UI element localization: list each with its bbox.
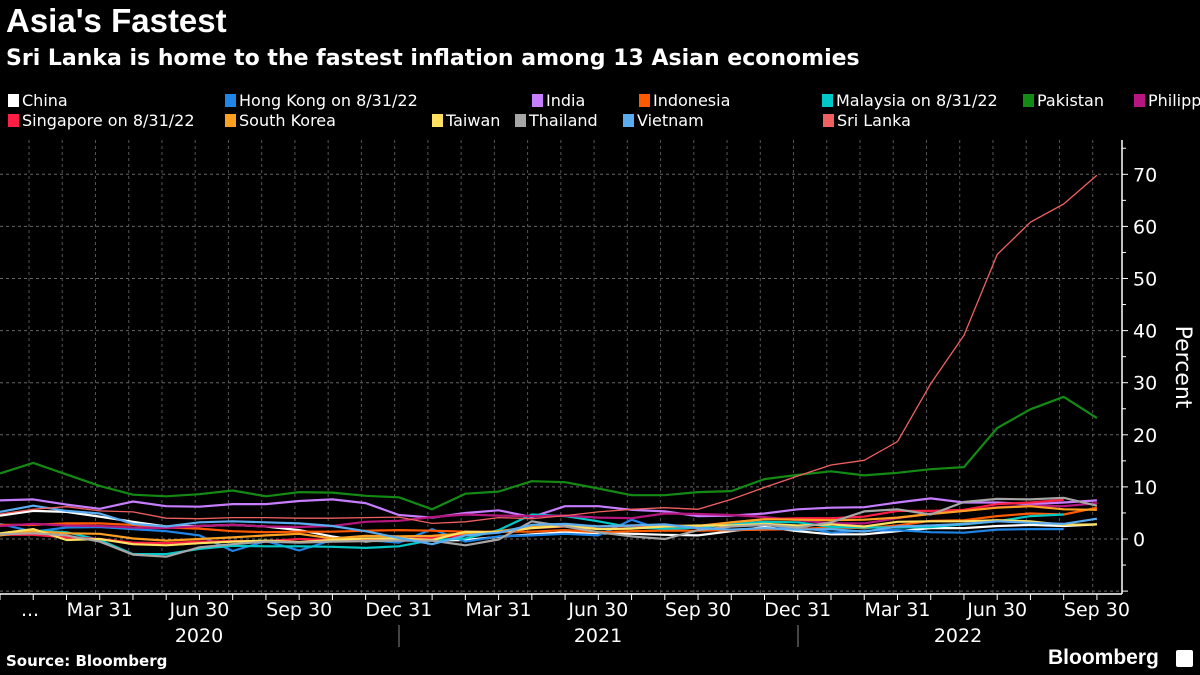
- legend-label: Indonesia: [653, 91, 731, 110]
- legend-swatch: [515, 114, 526, 127]
- x-tick-label: Mar 31: [864, 599, 930, 621]
- legend-item: China: [8, 91, 68, 110]
- y-tick-label: 30: [1133, 373, 1157, 395]
- series-line-pakistan: [0, 395, 1098, 511]
- series-line-hong: [0, 518, 1064, 553]
- y-tick-label: 10: [1133, 477, 1157, 499]
- x-tick-label: Jun 30: [168, 599, 229, 621]
- chart-title: Asia's Fastest: [6, 2, 227, 39]
- legend-label: Philippines: [1148, 91, 1200, 110]
- legend-item: Malaysia on 8/31/22: [822, 91, 998, 110]
- x-tick-label: Jun 30: [567, 599, 628, 621]
- legend-label: Hong Kong on 8/31/22: [239, 91, 418, 110]
- x-tick-label: Sep 30: [665, 599, 731, 621]
- legend-swatch: [432, 114, 443, 127]
- y-tick-label: 60: [1133, 216, 1157, 238]
- x-year-label: 2020: [175, 625, 223, 647]
- legend-item: Vietnam: [623, 111, 704, 130]
- x-tick-label: Sep 30: [1064, 599, 1130, 621]
- legend: China Hong Kong on 8/31/22 India Indonesia M…: [8, 91, 1200, 135]
- legend-swatch: [639, 94, 650, 107]
- x-tick-label: Dec 31: [764, 599, 831, 621]
- bloomberg-logo: Bloomberg: [1048, 646, 1159, 669]
- legend-item: Thailand: [515, 111, 598, 130]
- x-year-label: 2021: [574, 625, 622, 647]
- y-tick-label: 70: [1133, 164, 1157, 186]
- legend-label: Vietnam: [637, 111, 704, 130]
- x-tick-label: Jun 30: [966, 599, 1027, 621]
- legend-item: Philippines: [1134, 91, 1200, 110]
- chart-icon: [1176, 650, 1193, 667]
- y-tick-label: 40: [1133, 321, 1157, 343]
- legend-item: Singapore on 8/31/22: [8, 111, 195, 130]
- legend-label: Malaysia on 8/31/22: [836, 91, 998, 110]
- series-line-taiwan: [0, 519, 1097, 547]
- y-tick-label: 50: [1133, 269, 1157, 291]
- series-line-vietnam: [0, 504, 1098, 546]
- x-tick-label: Mar 31: [67, 599, 133, 621]
- legend-swatch: [8, 114, 19, 127]
- series-line-sri: [0, 174, 1098, 525]
- legend-label: Singapore on 8/31/22: [22, 111, 195, 130]
- legend-label: Taiwan: [446, 111, 501, 130]
- legend-item: South Korea: [225, 111, 336, 130]
- legend-label: India: [546, 91, 586, 110]
- legend-item: India: [532, 91, 585, 110]
- x-year-label: 2022: [934, 625, 982, 647]
- legend-swatch: [623, 114, 634, 127]
- legend-item: Pakistan: [1023, 91, 1104, 110]
- legend-swatch: [225, 114, 236, 127]
- legend-swatch: [225, 94, 236, 107]
- legend-swatch: [822, 94, 833, 107]
- legend-label: Pakistan: [1037, 91, 1104, 110]
- legend-swatch: [532, 94, 543, 107]
- legend-label: China: [22, 91, 68, 110]
- legend-item: Hong Kong on 8/31/22: [225, 91, 418, 110]
- x-tick-label: ...: [21, 599, 39, 621]
- legend-item: Taiwan: [432, 111, 500, 130]
- x-tick-label: Sep 30: [266, 599, 332, 621]
- source-note: Source: Bloomberg: [6, 652, 168, 670]
- x-tick-label: Mar 31: [466, 599, 532, 621]
- legend-label: Thailand: [529, 111, 598, 130]
- legend-label: Sri Lanka: [837, 111, 911, 130]
- legend-swatch: [8, 94, 19, 107]
- legend-swatch: [823, 114, 834, 127]
- y-tick-label: 20: [1133, 425, 1157, 447]
- legend-item: Indonesia: [639, 91, 730, 110]
- legend-swatch: [1023, 94, 1034, 107]
- legend-label: South Korea: [239, 111, 336, 130]
- y-axis-label: Percent: [1170, 326, 1195, 409]
- x-tick-label: Dec 31: [365, 599, 432, 621]
- chart-subtitle: Sri Lanka is home to the fastest inflati…: [6, 46, 860, 71]
- legend-swatch: [1134, 94, 1145, 107]
- legend-item: Sri Lanka: [823, 111, 911, 130]
- y-tick-label: 0: [1133, 529, 1145, 551]
- series-line-india: [0, 497, 1097, 519]
